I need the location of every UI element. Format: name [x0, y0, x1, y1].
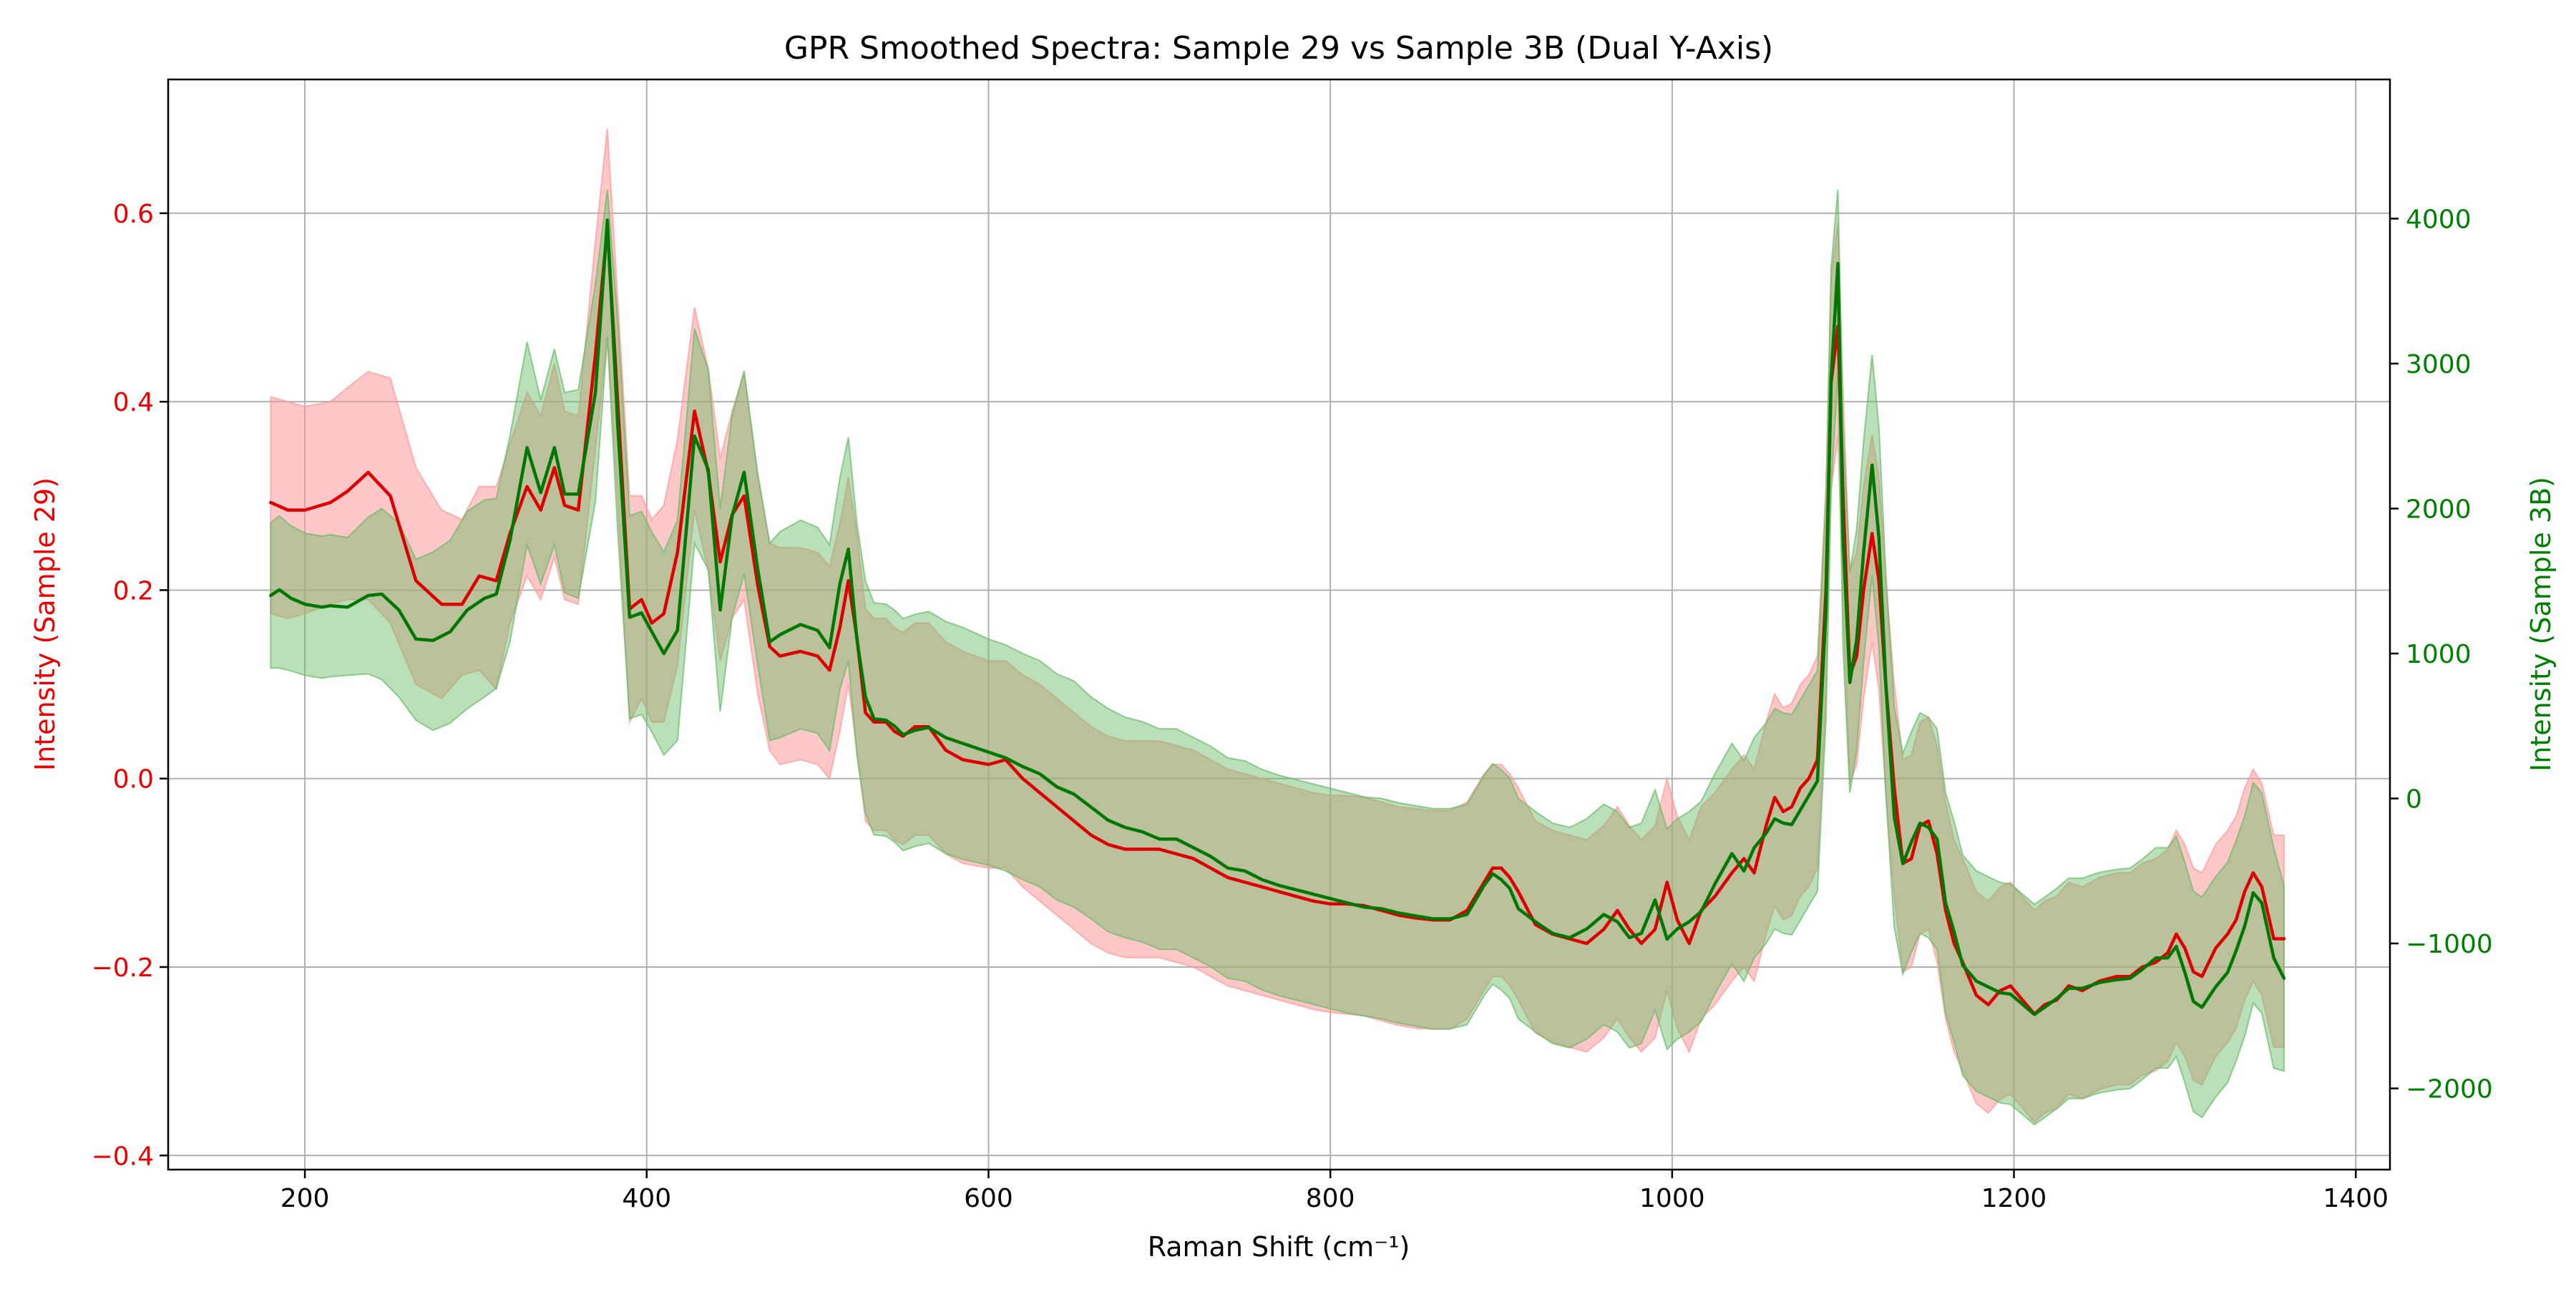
x-tick-label: 800 — [1306, 1184, 1355, 1213]
y-axis-left-label: Intensity (Sample 29) — [29, 477, 61, 771]
y-left-tick-label: 0.4 — [113, 388, 154, 417]
plot-frame — [167, 78, 2391, 1171]
band-sample-3b — [270, 189, 2285, 1126]
y-right-tick-label: −1000 — [2406, 930, 2493, 959]
x-tick-label: 1200 — [1981, 1184, 2047, 1213]
x-tick-label: 400 — [622, 1184, 671, 1213]
series-lines — [269, 218, 2286, 1016]
x-tick-label: 200 — [280, 1184, 330, 1213]
chart-title: GPR Smoothed Spectra: Sample 29 vs Sampl… — [784, 30, 1773, 67]
x-axis: 200 400 600 800 1000 1200 1400 — [280, 1170, 2389, 1213]
y-right-tick-label: 3000 — [2406, 350, 2472, 379]
y-left-tick-label: 0.0 — [113, 765, 154, 795]
x-axis-label: Raman Shift (cm⁻¹) — [1148, 1231, 1410, 1263]
y-right-tick-label: −2000 — [2406, 1075, 2493, 1104]
y-left-tick-label: −0.4 — [92, 1142, 154, 1171]
y-axis-right-label: Intensity (Sample 3B) — [2525, 477, 2557, 772]
y-right-tick-label: 2000 — [2406, 495, 2472, 524]
y-axis-left: −0.4 −0.2 0.0 0.2 0.4 0.6 — [92, 200, 168, 1171]
y-right-tick-label: 1000 — [2406, 640, 2472, 669]
y-right-tick-label: 0 — [2406, 785, 2422, 815]
y-left-tick-label: 0.2 — [113, 576, 154, 606]
y-axis-right: −2000 −1000 0 1000 2000 3000 4000 — [2390, 205, 2493, 1104]
line-sample-3b — [269, 218, 2286, 1016]
y-left-tick-label: 0.6 — [113, 200, 154, 229]
y-left-tick-label: −0.2 — [92, 953, 154, 983]
x-tick-label: 1400 — [2323, 1184, 2389, 1213]
uncertainty-bands — [270, 128, 2285, 1126]
x-tick-label: 600 — [964, 1184, 1013, 1213]
x-tick-label: 1000 — [1639, 1184, 1705, 1213]
y-right-tick-label: 4000 — [2406, 205, 2472, 234]
